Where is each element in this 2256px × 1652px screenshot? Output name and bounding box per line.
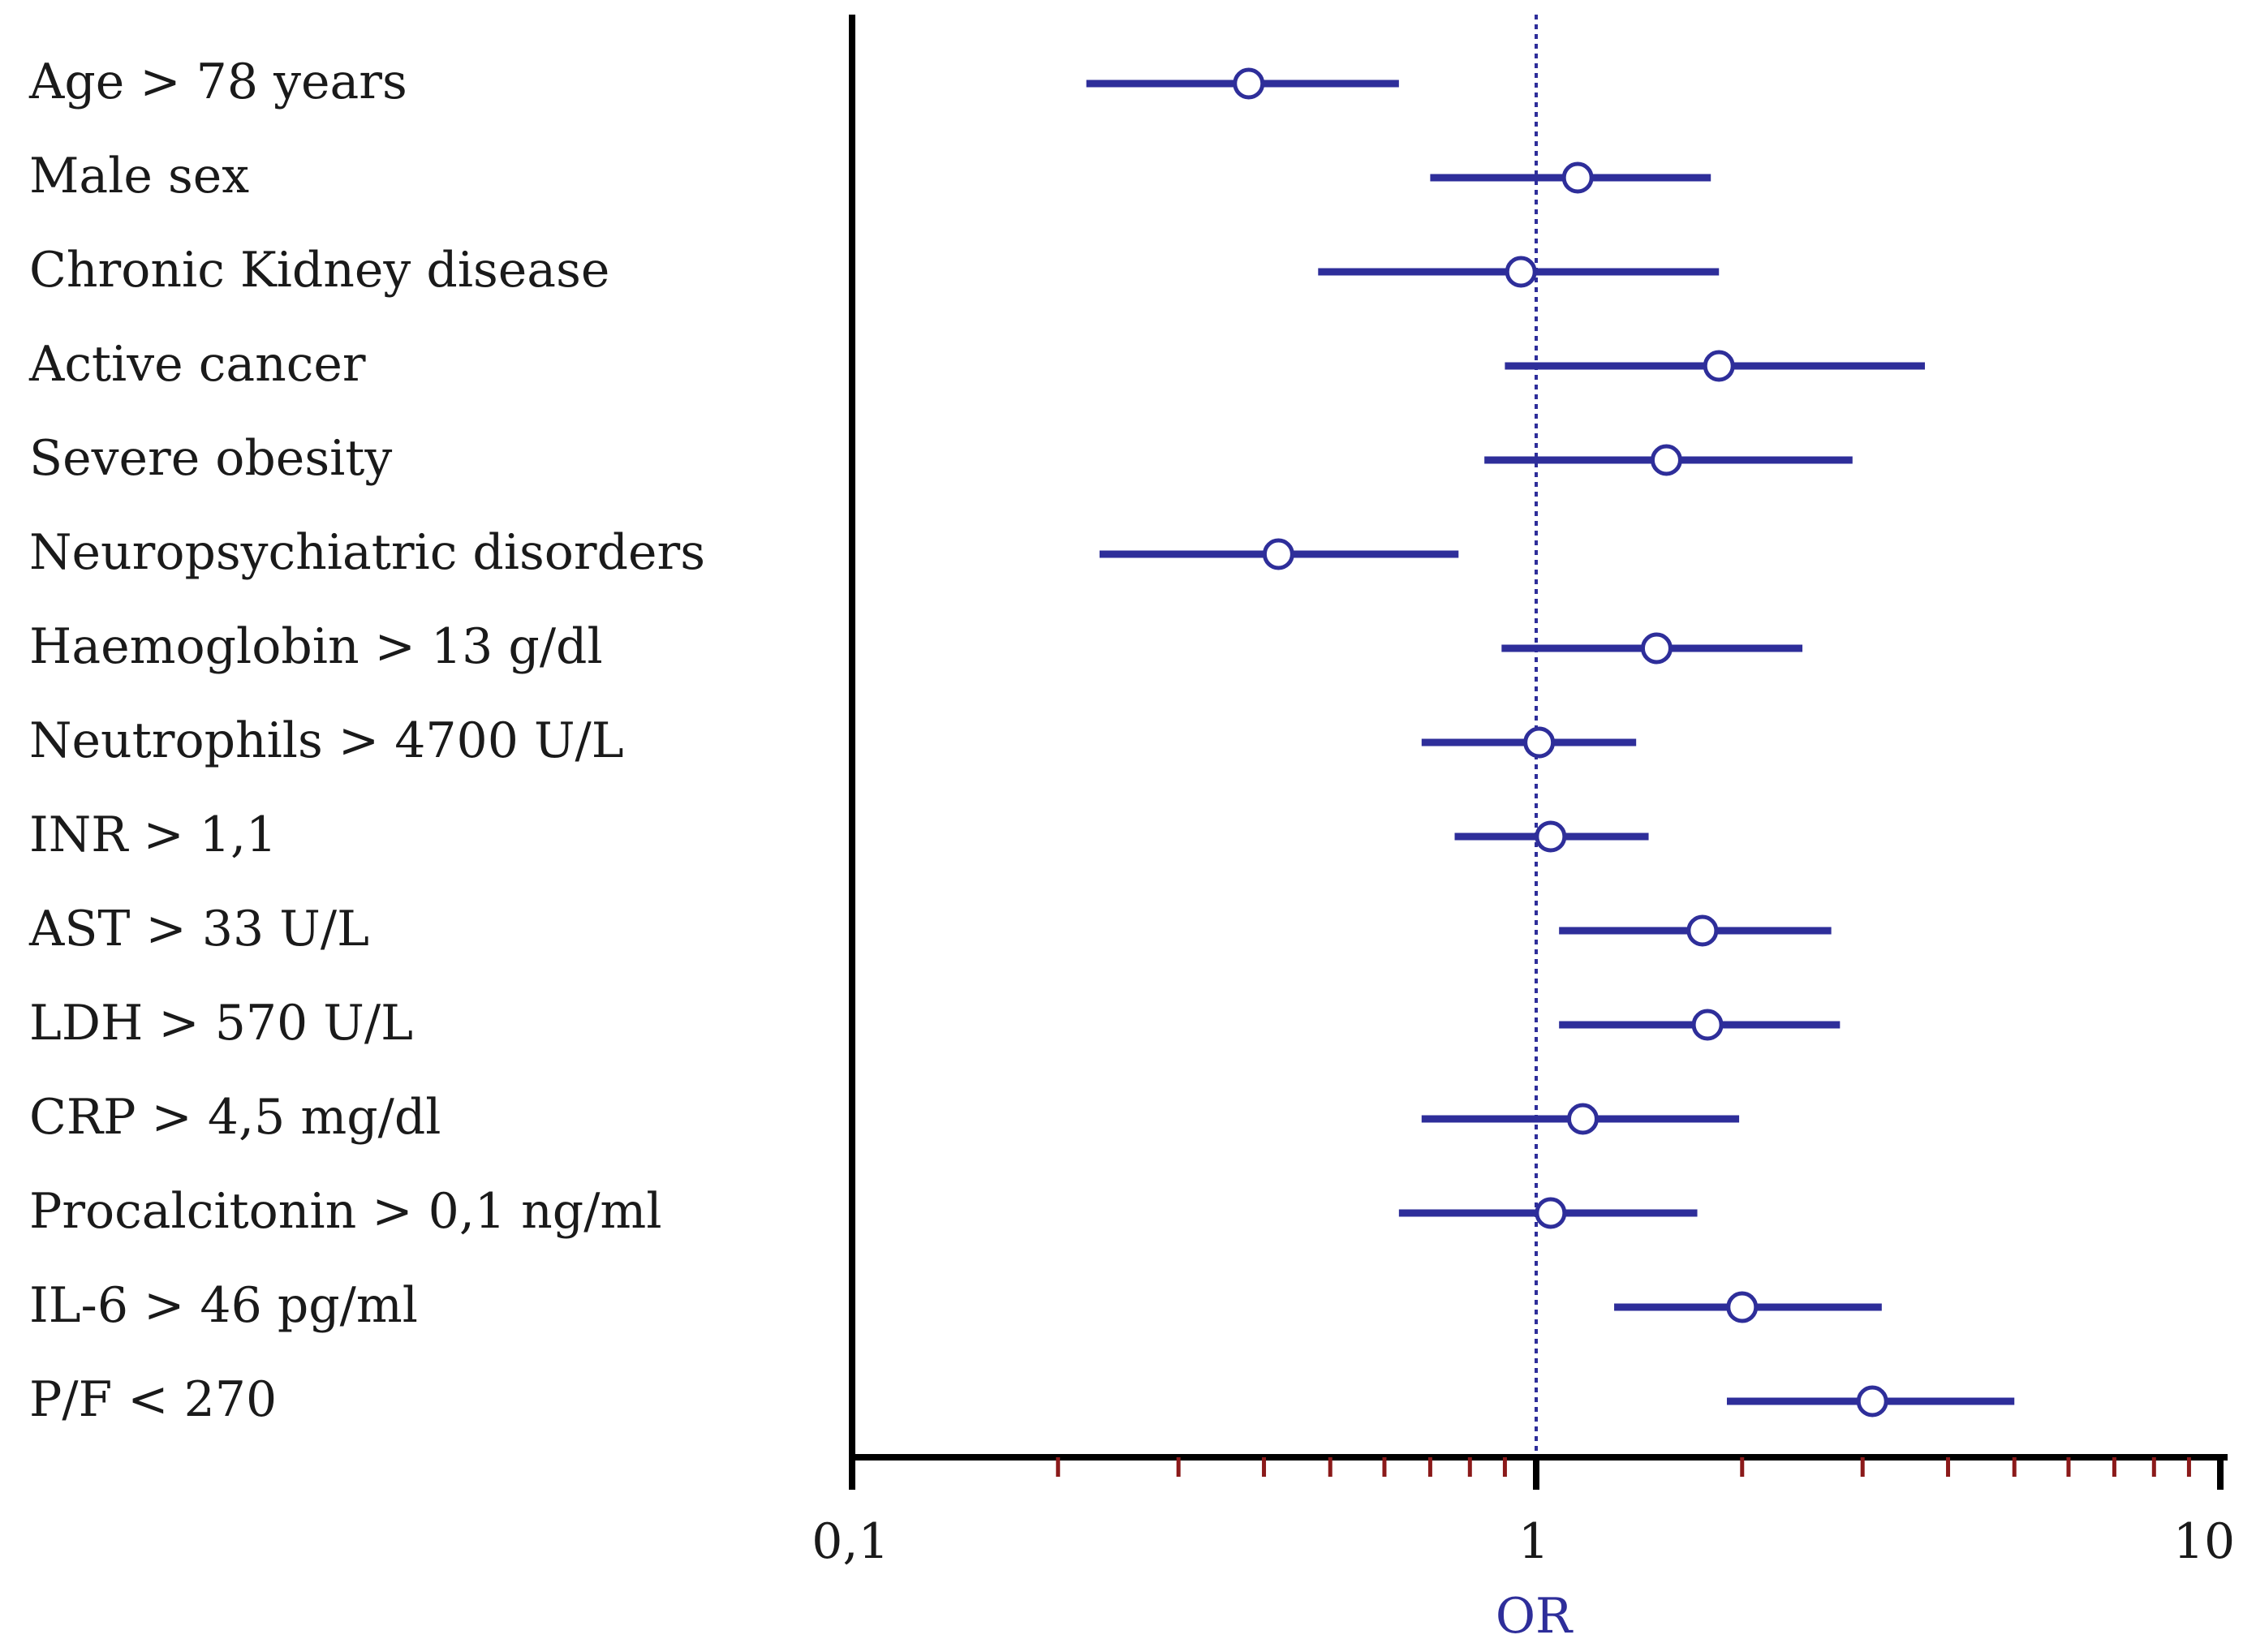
row-label-12: Procalcitonin > 0,1 ng/ml xyxy=(29,1183,662,1240)
or-point-5 xyxy=(1262,538,1294,570)
or-point-7 xyxy=(1523,726,1556,759)
or-point-0 xyxy=(1233,67,1265,100)
row-label-13: IL-6 > 46 pg/ml xyxy=(29,1277,418,1334)
row-label-6: Haemoglobin > 13 g/dl xyxy=(29,618,603,675)
forest-marks xyxy=(1086,67,2015,1418)
row-label-9: AST > 33 U/L xyxy=(28,901,369,957)
row-label-11: CRP > 4,5 mg/dl xyxy=(29,1089,441,1146)
x-tick-label-1: 1 xyxy=(1518,1513,1549,1570)
row-label-7: Neutrophils > 4700 U/L xyxy=(29,712,624,769)
or-point-8 xyxy=(1535,820,1567,853)
or-point-13 xyxy=(1726,1291,1759,1323)
row-label-14: P/F < 270 xyxy=(29,1371,277,1428)
or-point-14 xyxy=(1856,1385,1888,1418)
x-axis-ticks xyxy=(849,1457,2224,1490)
or-point-11 xyxy=(1566,1103,1599,1135)
row-label-10: LDH > 570 U/L xyxy=(29,995,413,1052)
row-label-1: Male sex xyxy=(29,148,249,204)
x-tick-label-2: 10 xyxy=(2173,1513,2235,1570)
row-label-0: Age > 78 years xyxy=(28,54,407,110)
row-labels: Age > 78 years Male sex Chronic Kidney dis… xyxy=(28,54,705,1428)
or-point-6 xyxy=(1640,632,1673,665)
or-point-3 xyxy=(1703,350,1735,382)
or-point-2 xyxy=(1505,256,1537,288)
row-label-2: Chronic Kidney disease xyxy=(29,242,609,299)
or-point-10 xyxy=(1691,1009,1724,1041)
or-point-9 xyxy=(1686,914,1719,947)
x-axis-title: OR xyxy=(1496,1588,1574,1645)
row-label-3: Active cancer xyxy=(28,336,366,393)
row-label-8: INR > 1,1 xyxy=(29,807,277,863)
or-point-1 xyxy=(1561,161,1594,194)
or-point-12 xyxy=(1535,1197,1567,1229)
row-label-4: Severe obesity xyxy=(29,430,392,487)
x-tick-label-0: 0,1 xyxy=(812,1513,889,1570)
or-point-4 xyxy=(1650,444,1682,476)
row-label-5: Neuropsychiatric disorders xyxy=(29,524,705,581)
x-tick-labels: 0,1 1 10 xyxy=(812,1513,2235,1570)
